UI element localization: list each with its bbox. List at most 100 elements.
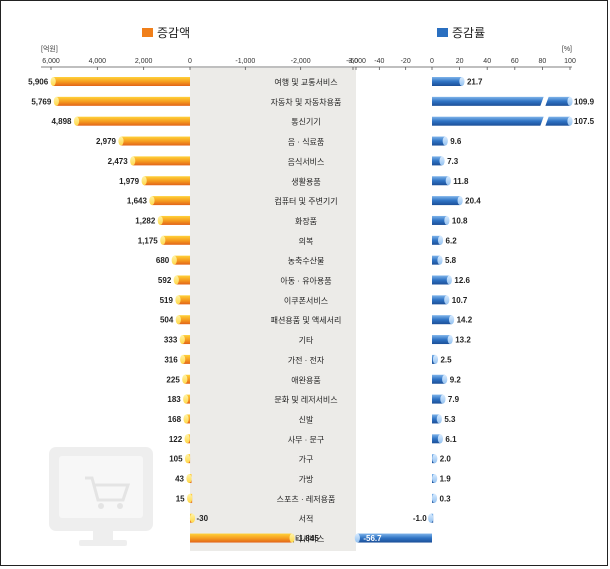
- increase-rate-value-label: 14.2: [457, 316, 473, 325]
- increase-amount-value-label: 333: [164, 336, 178, 345]
- increase-rate-value-label: 10.7: [452, 296, 468, 305]
- category-label: 사무 · 문구: [288, 435, 325, 444]
- increase-amount-value-label: -30: [197, 514, 209, 523]
- increase-amount-value-label: 2,979: [96, 137, 117, 146]
- increase-amount-value-label: 15: [176, 494, 185, 503]
- increase-rate-bar-cap: [442, 136, 448, 146]
- increase-amount-value-label: 592: [158, 276, 172, 285]
- left-unit-label: [억원]: [41, 44, 58, 53]
- chart-row: 농축수산물 680 5.8: [156, 255, 457, 266]
- category-label: 여행 및 교통서비스: [274, 77, 337, 87]
- increase-rate-bar-cap: [448, 315, 455, 325]
- increase-rate-bar-cap: [436, 414, 442, 424]
- category-label: 이쿠폰서비스: [284, 295, 328, 305]
- increase-amount-value-label: 680: [156, 256, 170, 265]
- chart-row: 가전 · 전자 316 2.5: [164, 354, 452, 365]
- increase-rate-bar-cap: [440, 394, 446, 404]
- shopping-cart-monitor-icon: [49, 447, 153, 546]
- increase-rate-value-label: 0.3: [440, 494, 452, 503]
- increase-rate-bar-cap: [459, 77, 465, 86]
- increase-amount-bar-cap: [50, 77, 56, 86]
- increase-amount-bar-cap: [175, 315, 181, 325]
- category-label: 가방: [299, 474, 314, 484]
- chart-row: 사무 · 문구 122 6.1: [169, 434, 457, 444]
- increase-amount-bar-cap: [183, 414, 189, 424]
- increase-rate-value-label: 6.1: [445, 435, 457, 444]
- increase-rate-bar: [432, 176, 449, 186]
- increase-amount-bar: [120, 136, 190, 146]
- chart-row: 기타 333 13.2: [164, 335, 471, 345]
- increase-rate-bar: [432, 77, 462, 86]
- left-axis-tick-label: -3,000: [346, 58, 366, 65]
- right-unit-label: [%]: [562, 46, 572, 53]
- legend-label: 증감률: [452, 26, 485, 40]
- increase-amount-bar: [56, 96, 190, 106]
- increase-rate-bar-cap: [442, 374, 448, 384]
- increase-rate-bar-cap: [567, 96, 573, 106]
- chart-row: 생활용품 1,979 11.8: [119, 176, 469, 186]
- increase-rate-value-label: 20.4: [465, 197, 481, 206]
- right-axis-tick-label: 40: [483, 58, 491, 65]
- increase-amount-bar-cap: [141, 176, 147, 186]
- increase-rate-value-label: 7.3: [447, 157, 459, 166]
- chart-row: 신발 168 5.3: [168, 414, 456, 424]
- increase-amount-value-label: 1,979: [119, 177, 140, 186]
- increase-amount-bar-cap: [189, 513, 196, 523]
- increase-amount-bar-cap: [73, 116, 80, 126]
- increase-amount-bar-cap: [160, 235, 166, 245]
- increase-rate-bar: [432, 414, 440, 424]
- category-label: 농축수산물: [288, 256, 325, 266]
- increase-rate-bar-cap: [446, 275, 452, 285]
- increase-rate-bar: [432, 394, 443, 404]
- increase-amount-bar: [182, 335, 190, 345]
- category-label: 통신기기: [291, 118, 320, 127]
- increase-amount-value-label: 4,898: [51, 117, 72, 126]
- left-axis-tick-label: 4,000: [89, 58, 107, 65]
- increase-amount-value-label: 122: [169, 435, 183, 444]
- increase-amount-value-label: 43: [175, 475, 184, 484]
- increase-rate-bar: [432, 96, 570, 106]
- increase-amount-bar: [190, 533, 293, 543]
- category-label: 가구: [299, 455, 314, 464]
- category-label: 서적: [299, 514, 314, 524]
- increase-amount-bar: [151, 196, 190, 206]
- increase-amount-value-label: 105: [169, 455, 183, 464]
- increase-rate-bar: [432, 235, 441, 245]
- legend-swatch: [437, 28, 448, 37]
- increase-amount-bar-cap: [53, 96, 59, 106]
- chart-row: 문화 및 레저서비스 183 7.9: [167, 394, 460, 405]
- chart-row: 여행 및 교통서비스 5,906 21.7: [28, 77, 483, 87]
- category-label: 스포츠 · 레저용품: [277, 495, 336, 504]
- increase-amount-bar-cap: [186, 474, 192, 483]
- category-label: 신발: [299, 414, 314, 424]
- category-label: 기타: [299, 336, 314, 345]
- increase-rate-value-label: 9.2: [450, 375, 462, 384]
- increase-amount-bar: [144, 176, 190, 186]
- increase-rate-bar: [432, 196, 461, 206]
- left-axis-tick-label: -1,000: [235, 58, 255, 65]
- right-axis-tick-label: -60: [348, 58, 358, 65]
- increase-rate-value-label: 13.2: [455, 336, 471, 345]
- chart-row: 음식서비스 2,473 7.3: [108, 156, 459, 166]
- increase-rate-value-label: 107.5: [574, 117, 595, 126]
- increase-amount-value-label: 5,769: [31, 97, 52, 106]
- increase-rate-bar-cap: [444, 215, 450, 225]
- increase-amount-value-label: 519: [160, 296, 174, 305]
- chart-row: 기타서비스-1,845 -56.7: [190, 533, 432, 544]
- left-axis-tick-label: 6,000: [42, 58, 60, 65]
- increase-rate-value-label: 5.3: [444, 415, 456, 424]
- increase-rate-value-label: 10.8: [452, 216, 468, 225]
- increase-amount-bar: [53, 77, 190, 86]
- increase-rate-bar-cap: [445, 176, 451, 186]
- increase-rate-bar: [432, 136, 446, 146]
- increase-amount-value-label: 316: [164, 355, 178, 364]
- increase-amount-bar-cap: [180, 354, 186, 364]
- increase-rate-value-label: -1.0: [413, 514, 427, 523]
- increase-rate-value-label: 21.7: [467, 78, 483, 87]
- increase-amount-value-label: 168: [168, 415, 182, 424]
- increase-rate-bar: [357, 533, 432, 543]
- increase-amount-bar-cap: [171, 255, 177, 265]
- increase-rate-value-label: 2.0: [440, 455, 452, 464]
- increase-amount-value-label: 2,473: [108, 157, 129, 166]
- increase-amount-bar-cap: [118, 136, 124, 146]
